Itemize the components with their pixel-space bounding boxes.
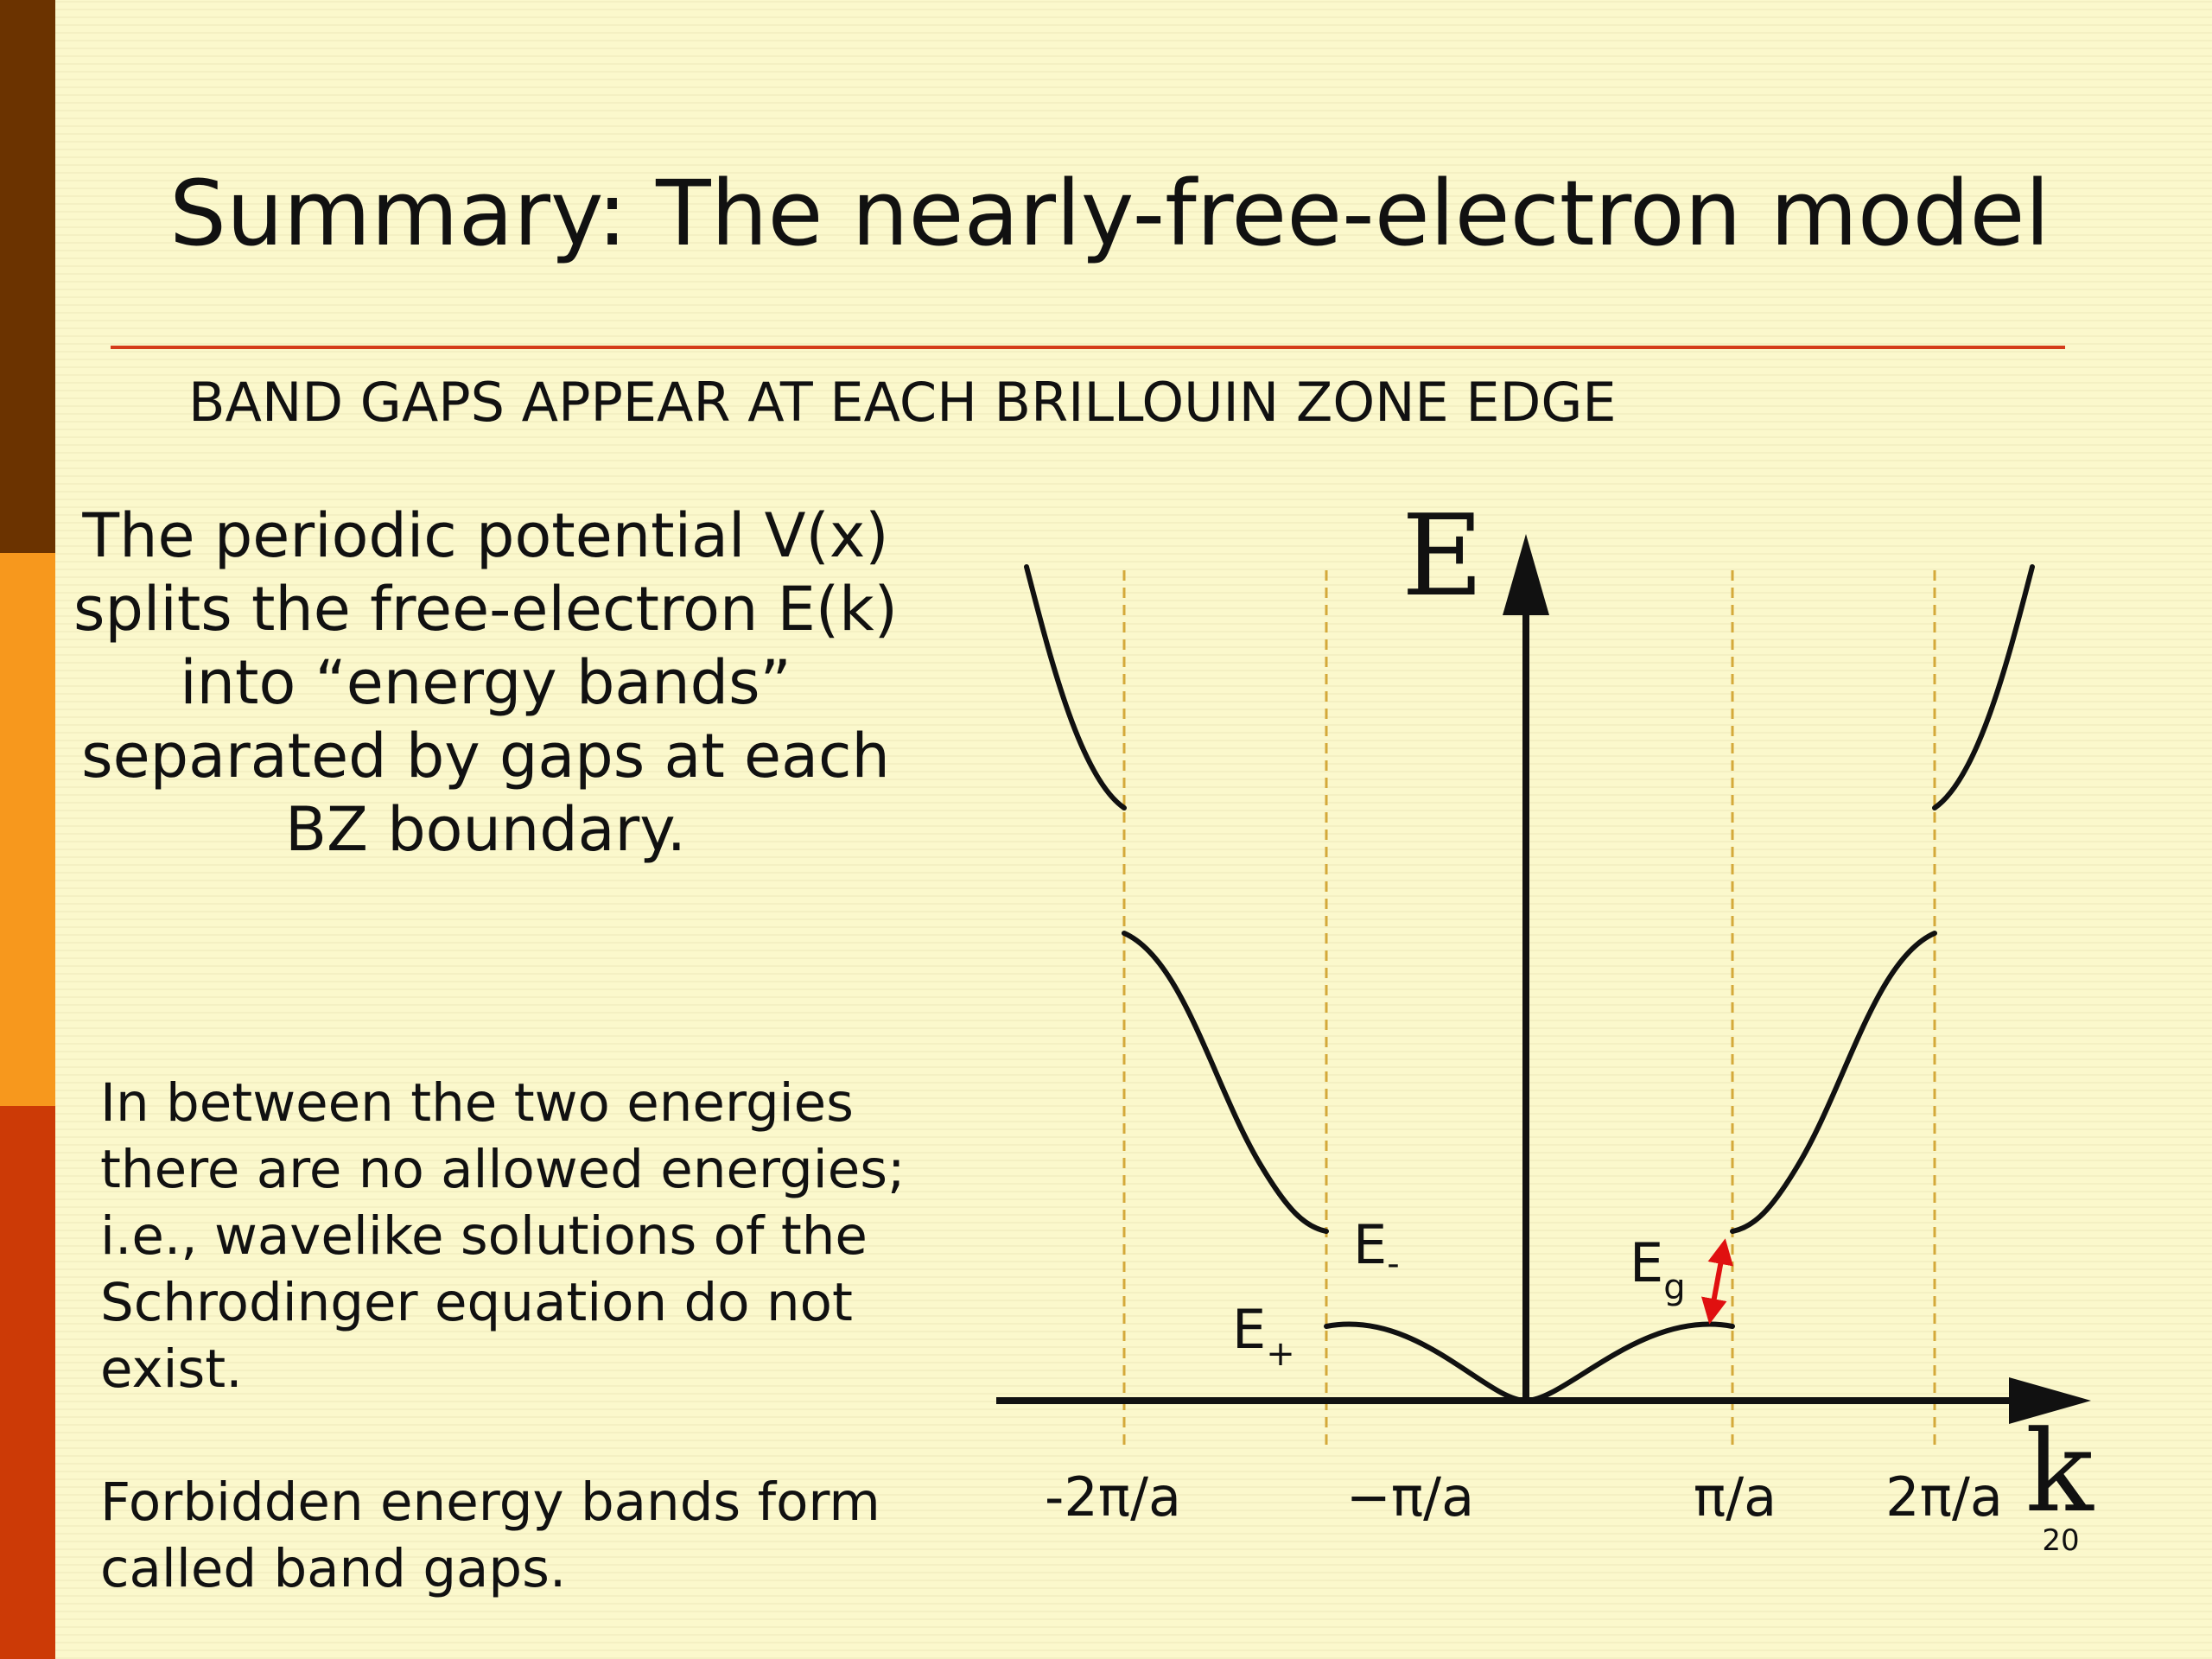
slide-number: 20 <box>2042 1523 2080 1558</box>
title-rule <box>111 346 2065 349</box>
sidebar-segment-red <box>0 1106 55 1659</box>
band-3-left <box>1024 564 1127 810</box>
label-e-minus: E- <box>1353 1213 1400 1284</box>
label-e-gap: Eg <box>1630 1231 1686 1307</box>
slide-subtitle: BAND GAPS APPEAR AT EACH BRILLOUIN ZONE … <box>188 371 1617 434</box>
label-e-minus-main: E <box>1353 1213 1387 1276</box>
paragraph-band-gaps: Forbidden energy bands form called band … <box>100 1471 880 1599</box>
label-e-gap-main: E <box>1630 1231 1663 1294</box>
sidebar-segment-orange <box>0 553 55 1106</box>
energy-axis-label: E <box>1402 490 1484 621</box>
k-axis-arrowhead <box>2009 1377 2091 1424</box>
paragraph-no-allowed-energies: In between the two energies there are no… <box>100 1072 906 1400</box>
label-e-gap-sub: g <box>1663 1268 1685 1307</box>
paragraph-periodic-potential: The periodic potential V(x) splits the f… <box>73 500 898 865</box>
band-2-left <box>1122 931 1329 1234</box>
band-2-right <box>1730 931 1937 1234</box>
k-axis-label: k <box>2025 1406 2094 1537</box>
label-e-minus-sub: - <box>1387 1244 1399 1284</box>
sidebar-segment-brown <box>0 0 55 553</box>
sidebar-stripe <box>0 0 55 1659</box>
label-e-plus: E+ <box>1232 1298 1295 1374</box>
k-tick-plus-2pi: 2π/a <box>1885 1465 2003 1529</box>
label-e-plus-sub: + <box>1266 1334 1295 1374</box>
energy-axis-arrowhead <box>1503 534 1549 615</box>
k-tick-plus-pi: π/a <box>1694 1465 1777 1529</box>
slide-title: Summary: The nearly-free-electron model <box>169 161 2050 266</box>
band-gap-arrow <box>1700 1238 1734 1325</box>
label-e-plus-main: E <box>1232 1298 1266 1361</box>
band-3-right <box>1932 564 2035 810</box>
energy-bands <box>1024 564 2035 1403</box>
k-tick-minus-2pi: -2π/a <box>1045 1465 1181 1529</box>
band-1 <box>1324 1321 1735 1403</box>
k-tick-minus-pi: −π/a <box>1346 1465 1474 1529</box>
